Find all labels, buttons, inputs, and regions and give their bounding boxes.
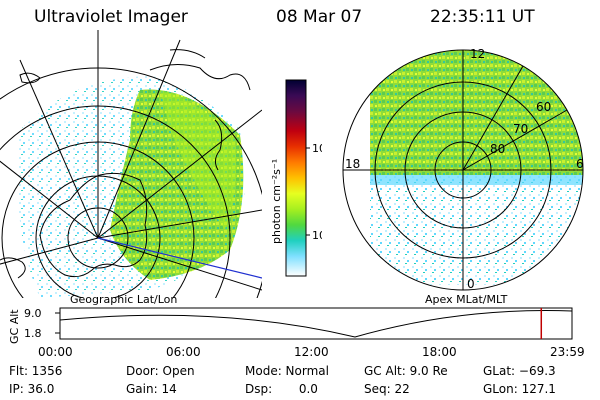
colorbar-tick-100: 100 (312, 142, 322, 155)
status-glon: GLon: 127.1 (483, 382, 556, 396)
polar-image-panel: 12 18 6 0 60 70 80 (342, 47, 584, 291)
image-time: 22:35:11 UT (430, 7, 535, 27)
altitude-plot: 9.0 1.8 GC Alt 00:00 06:00 12:00 18:00 2… (8, 307, 585, 359)
status-gain: Gain: 14 (126, 382, 177, 396)
altitude-curve (59, 310, 573, 338)
colorbar-gradient (285, 79, 307, 277)
altitude-xtick-1200: 12:00 (294, 345, 329, 359)
right-panel-label: Apex MLat/MLT (425, 293, 508, 306)
altitude-xtick-0600: 06:00 (166, 345, 201, 359)
image-date: 08 Mar 07 (276, 7, 363, 27)
geographic-grid (0, 30, 262, 298)
altitude-ytick-1-8: 1.8 (24, 327, 42, 340)
status-door: Door: Open (126, 364, 195, 378)
mlt-label-0: 0 (467, 277, 475, 291)
status-flight: Flt: 1356 (9, 364, 63, 378)
geographic-image-panel (0, 30, 262, 298)
status-ip: IP: 36.0 (9, 382, 55, 396)
left-aurora-oval (17, 75, 245, 298)
terminator-line (97, 237, 262, 279)
mlat-label-60: 60 (536, 100, 551, 114)
colorbar: 100 10 photon cm⁻²s⁻¹ (270, 79, 322, 277)
status-dsp: Dsp: 0.0 (245, 382, 318, 396)
colorbar-unit-label: photon cm⁻²s⁻¹ (270, 159, 283, 244)
mlt-label-6: 6 (576, 157, 584, 171)
colorbar-tick-10: 10 (312, 229, 322, 242)
mlat-label-70: 70 (513, 122, 528, 136)
mlt-label-12: 12 (470, 47, 485, 61)
status-gc-alt: GC Alt: 9.0 Re (364, 364, 448, 378)
mlat-label-80: 80 (490, 142, 505, 156)
altitude-xtick-1800: 18:00 (422, 345, 457, 359)
polar-grid (342, 49, 584, 291)
altitude-ylabel: GC Alt (8, 309, 21, 344)
altitude-ytick-9: 9.0 (24, 307, 42, 320)
coastline-outline (0, 49, 251, 279)
status-mode: Mode: Normal (245, 364, 329, 378)
instrument-title: Ultraviolet Imager (34, 7, 188, 27)
left-panel-label: Geographic Lat/Lon (70, 293, 178, 306)
altitude-xtick-2359: 23:59 (550, 345, 585, 359)
altitude-xtick-0000: 00:00 (38, 345, 73, 359)
polar-aurora-dayside (370, 50, 583, 175)
polar-aurora-nightside (370, 175, 583, 285)
status-glat: GLat: −69.3 (483, 364, 556, 378)
mlt-label-18: 18 (345, 157, 360, 171)
status-seq: Seq: 22 (364, 382, 410, 396)
